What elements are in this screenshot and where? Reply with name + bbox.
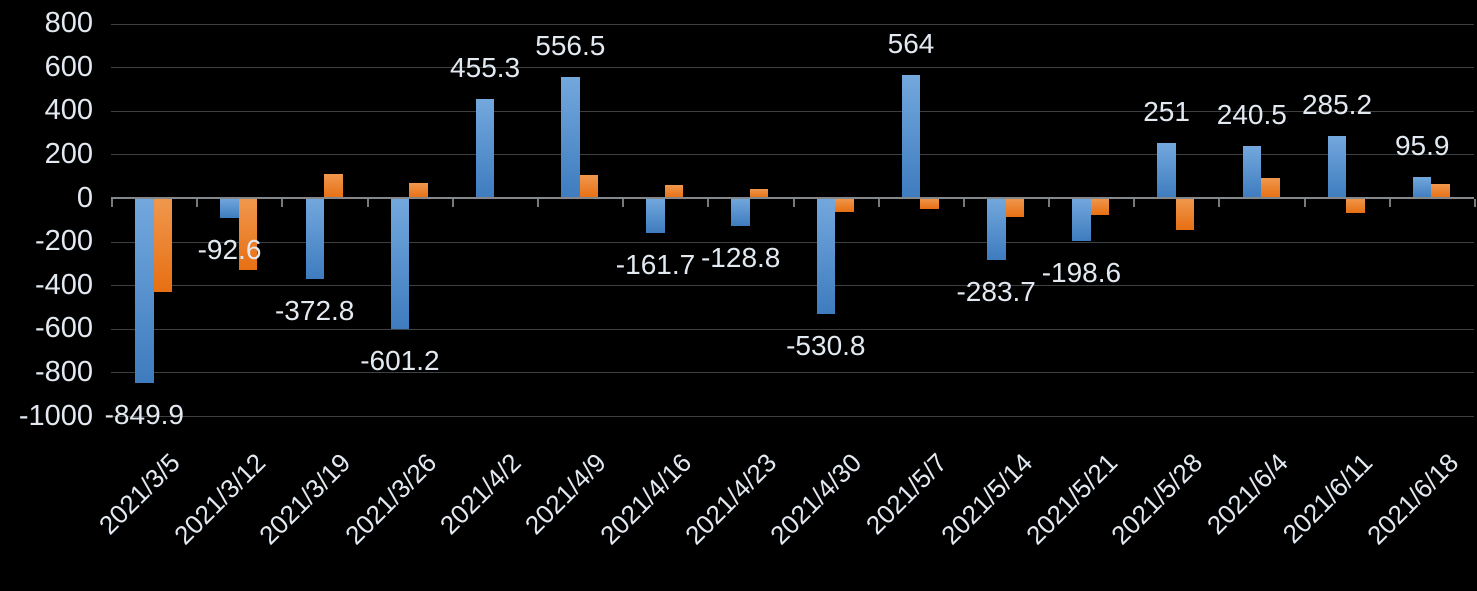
axis-tick-mark <box>1303 199 1306 207</box>
axis-tick-mark <box>1474 199 1476 207</box>
x-axis-tick-label: 2021/5/28 <box>1105 447 1209 551</box>
blue-series-bar <box>135 198 154 384</box>
orange-series-bar <box>1175 198 1195 230</box>
data-label: 556.5 <box>535 29 606 61</box>
orange-series-bar <box>153 198 173 292</box>
orange-series-bar <box>324 174 343 198</box>
x-axis-tick-label: 2021/4/16 <box>594 447 698 551</box>
axis-tick-mark <box>1133 199 1136 207</box>
orange-series-bar <box>835 198 854 213</box>
x-axis-tick-label: 2021/3/26 <box>338 447 442 551</box>
orange-series-bar <box>1261 178 1280 198</box>
data-label: -372.8 <box>274 295 355 327</box>
data-label: 564 <box>887 28 935 59</box>
gridline <box>111 372 1474 374</box>
blue-series-bar <box>731 198 750 227</box>
gridline <box>111 110 1474 112</box>
axis-tick-mark <box>366 199 369 207</box>
blue-series-bar <box>390 198 410 330</box>
gridline <box>111 416 1474 417</box>
axis-tick-mark <box>877 199 880 207</box>
blue-series-bar <box>475 98 495 198</box>
y-axis-tick-label: 600 <box>44 50 93 83</box>
gridline <box>111 328 1474 330</box>
orange-series-bar <box>238 198 258 270</box>
gridline <box>111 67 1474 69</box>
blue-series-bar <box>1327 135 1347 198</box>
orange-series-bar <box>749 189 769 198</box>
axis-tick-mark <box>451 199 454 207</box>
data-label: 240.5 <box>1216 98 1287 130</box>
blue-series-bar <box>220 198 239 219</box>
data-label: 251 <box>1143 96 1190 128</box>
data-label: -601.2 <box>360 345 440 377</box>
y-axis-tick-label: 400 <box>44 94 93 127</box>
y-axis-tick-label: 200 <box>44 137 93 170</box>
x-axis-tick-label: 2021/6/18 <box>1360 447 1464 551</box>
y-axis-tick-label: -800 <box>34 355 93 388</box>
blue-series-bar <box>646 198 665 234</box>
data-label: -161.7 <box>615 249 696 281</box>
gridline <box>111 285 1474 287</box>
data-label: -128.8 <box>700 242 781 274</box>
orange-series-bar <box>1346 198 1365 214</box>
orange-series-bar <box>1431 183 1450 198</box>
x-axis-tick-label: 2021/4/30 <box>764 447 868 551</box>
axis-tick-mark <box>1218 199 1221 207</box>
axis-tick-mark <box>1388 199 1391 207</box>
y-axis-tick-label: -400 <box>34 268 93 301</box>
data-label: -198.6 <box>1041 257 1122 289</box>
data-label: 95.9 <box>1394 130 1450 162</box>
data-label: -849.9 <box>104 399 184 431</box>
gridline <box>111 23 1474 25</box>
x-axis-tick-label: 2021/4/23 <box>679 447 783 551</box>
x-axis-tick-label: 2021/4/2 <box>434 447 527 541</box>
axis-tick-mark <box>1048 199 1051 207</box>
axis-tick-mark <box>281 199 284 207</box>
data-label: 455.3 <box>450 51 521 83</box>
data-label: 285.2 <box>1301 88 1373 120</box>
x-axis-tick-label: 2021/5/21 <box>1020 447 1124 551</box>
blue-series-bar <box>1242 145 1261 198</box>
y-axis-tick-label: -1000 <box>18 399 93 432</box>
blue-series-bar <box>1157 143 1176 198</box>
orange-series-bar <box>1005 198 1024 217</box>
orange-series-bar <box>409 182 428 198</box>
axis-tick-mark <box>962 199 965 207</box>
axis-tick-mark <box>196 199 199 207</box>
blue-series-bar <box>305 198 324 280</box>
blue-series-bar <box>561 76 580 198</box>
y-axis-tick-label: -200 <box>34 225 93 258</box>
data-label: -283.7 <box>956 275 1036 307</box>
blue-series-bar <box>901 75 921 198</box>
blue-series-bar <box>816 198 836 314</box>
x-axis-line <box>111 197 1474 199</box>
x-axis-tick-label: 2021/3/12 <box>168 447 272 551</box>
orange-series-bar <box>664 184 684 198</box>
y-axis-tick-label: -600 <box>34 312 93 345</box>
data-label: -530.8 <box>786 329 866 361</box>
axis-tick-mark <box>622 199 625 207</box>
axis-tick-mark <box>111 199 113 207</box>
x-axis-tick-label: 2021/6/11 <box>1277 447 1379 549</box>
blue-series-bar <box>1412 177 1432 198</box>
orange-series-bar <box>579 175 598 198</box>
axis-tick-mark <box>792 199 795 207</box>
axis-tick-mark <box>536 199 539 207</box>
axis-tick-mark <box>707 199 710 207</box>
x-axis-tick-label: 2021/5/14 <box>935 447 1039 551</box>
orange-series-bar <box>1090 198 1110 216</box>
blue-series-bar <box>1072 198 1091 242</box>
gridline <box>111 154 1474 156</box>
gridline <box>111 241 1474 243</box>
data-label: -92.6 <box>197 234 262 266</box>
x-axis-tick-label: 2021/3/19 <box>253 447 357 551</box>
blue-series-bar <box>987 198 1006 260</box>
y-axis-tick-label: 800 <box>44 7 93 40</box>
orange-series-bar <box>920 198 939 209</box>
y-axis-tick-label: 0 <box>76 181 93 214</box>
